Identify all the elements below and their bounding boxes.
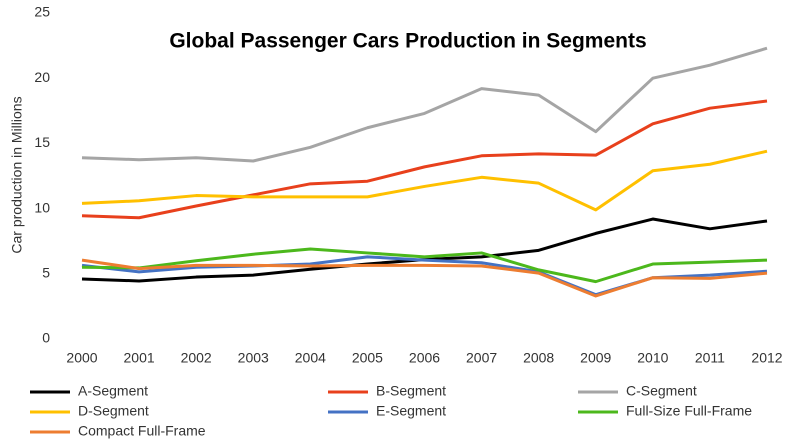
y-tick-label: 25 (34, 4, 50, 20)
series-line (81, 46, 768, 163)
series-line (81, 247, 768, 284)
legend-label: B-Segment (376, 383, 446, 399)
y-tick-label: 10 (34, 199, 50, 215)
y-tick-label: 5 (42, 265, 50, 281)
x-tick-label: 2006 (409, 350, 440, 366)
series-line (81, 149, 768, 212)
legend-label: Compact Full-Frame (78, 423, 206, 439)
series-line (81, 258, 768, 298)
legend-label: A-Segment (78, 383, 148, 399)
x-tick-label: 2001 (124, 350, 155, 366)
x-tick-label: 2011 (695, 350, 725, 366)
x-tick-label: 2002 (181, 350, 212, 366)
series-line (81, 99, 768, 220)
series-line (81, 217, 768, 283)
x-tick-label: 2005 (352, 350, 383, 366)
legend-label: Full-Size Full-Frame (626, 403, 752, 419)
x-tick-label: 2010 (637, 350, 668, 366)
x-tick-label: 2009 (580, 350, 611, 366)
legend-label: E-Segment (376, 403, 446, 419)
x-tick-label: 2000 (66, 350, 97, 366)
x-tick-label: 2008 (523, 350, 554, 366)
y-tick-label: 15 (34, 134, 50, 150)
legend-label: D-Segment (78, 403, 149, 419)
legend-label: C-Segment (626, 383, 697, 399)
y-tick-label: 20 (34, 69, 50, 85)
x-tick-label: 2003 (238, 350, 269, 366)
x-tick-label: 2007 (466, 350, 497, 366)
x-tick-label: 2004 (295, 350, 326, 366)
chart-title: Global Passenger Cars Production in Segm… (169, 30, 646, 53)
y-axis-label: Car production in Millions (9, 96, 25, 253)
y-tick-label: 0 (42, 330, 50, 346)
x-tick-label: 2012 (751, 350, 782, 366)
